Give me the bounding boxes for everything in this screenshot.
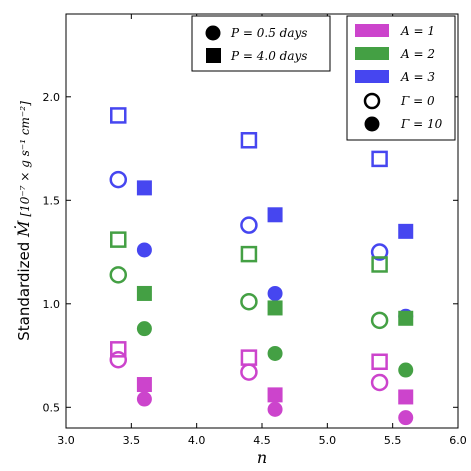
data-point [136, 242, 152, 258]
data-point [267, 285, 283, 301]
legend-period-label-1: P = 4.0 days [230, 49, 307, 63]
y-tick-label: 1.0 [43, 298, 61, 311]
data-point [136, 321, 152, 337]
data-point [371, 256, 388, 273]
legend-period-label-0: P = 0.5 days [230, 26, 307, 40]
data-point [110, 341, 127, 358]
legend-gamma-label-1: Γ = 10 [400, 117, 443, 131]
legend-filled-circle-marker [364, 116, 380, 132]
y-tick-label: 1.5 [43, 194, 61, 207]
data-point [136, 391, 152, 407]
y-axis-label-symbol: Ṁ [13, 220, 33, 238]
legend-open-circle-marker [363, 92, 381, 110]
legend-amplitude-label-1: A = 2 [400, 47, 435, 61]
data-point [398, 410, 414, 426]
data-point [136, 377, 152, 393]
x-axis-label: n [257, 448, 267, 467]
data-marks [109, 107, 414, 426]
data-point [398, 389, 414, 405]
legend-period: P = 0.5 days P = 4.0 days [191, 15, 331, 72]
data-point [370, 243, 389, 261]
data-point [136, 180, 152, 196]
x-tick-label: 5.0 [319, 434, 337, 447]
x-tick-label: 4.5 [253, 434, 271, 447]
y-axis-ticks: 0.5 1.0 1.5 2.0 [43, 91, 458, 414]
data-point [240, 363, 258, 381]
data-point [398, 223, 414, 239]
legend-patch-a3 [355, 70, 389, 83]
y-axis-label: Standardized Ṁ [10⁻⁷ × g s⁻¹ cm⁻²] [13, 101, 33, 341]
data-point [267, 300, 283, 316]
data-point [267, 387, 283, 403]
data-point [109, 170, 128, 189]
data-point [240, 245, 258, 263]
x-tick-label: 4.0 [188, 434, 206, 447]
data-point [267, 207, 283, 223]
data-point [240, 349, 258, 366]
data-point [110, 107, 127, 124]
svg-text:Standardized Ṁ [1: Standardized Ṁ [10⁻⁷ × g s⁻¹ cm⁻²] [13, 101, 33, 341]
legend-patch-a2 [355, 47, 389, 60]
data-point [371, 150, 388, 168]
data-point [267, 345, 283, 361]
x-tick-label: 3.0 [57, 434, 75, 447]
data-point [110, 231, 127, 248]
data-point [240, 216, 258, 234]
y-tick-label: 0.5 [43, 401, 61, 414]
y-axis-label-units: [10⁻⁷ × g s⁻¹ cm⁻²] [18, 101, 32, 217]
data-point [371, 353, 388, 371]
data-point [370, 373, 389, 392]
x-tick-label: 5.5 [384, 434, 402, 447]
data-point [240, 292, 258, 311]
data-point [240, 132, 258, 149]
data-point [136, 285, 152, 301]
data-point [370, 311, 389, 330]
data-point [398, 362, 414, 378]
legend-square-marker [206, 48, 221, 63]
y-tick-label: 2.0 [43, 91, 61, 104]
data-point [109, 266, 128, 284]
legend-amplitude-label-2: A = 3 [400, 70, 435, 84]
data-point [109, 350, 128, 369]
data-point [398, 310, 414, 326]
x-tick-label: 3.5 [123, 434, 141, 447]
legend-amplitude-label-0: A = 1 [400, 24, 435, 38]
legend-amplitude: A = 1 A = 2 A = 3 Γ = 0 Γ = 10 [346, 15, 456, 141]
data-point [267, 401, 283, 417]
x-tick-label: 6.0 [449, 434, 467, 447]
x-axis-ticks: 3.0 3.5 4.0 4.5 5.0 5.5 6.0 [57, 14, 467, 447]
legend-gamma-label-0: Γ = 0 [400, 94, 435, 108]
y-axis-label-prefix: Standardized [15, 237, 33, 341]
legend-patch-a1 [355, 24, 389, 37]
legend-circle-marker [205, 25, 221, 41]
